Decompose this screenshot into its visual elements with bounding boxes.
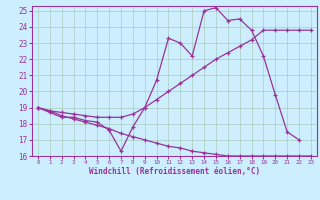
- X-axis label: Windchill (Refroidissement éolien,°C): Windchill (Refroidissement éolien,°C): [89, 167, 260, 176]
